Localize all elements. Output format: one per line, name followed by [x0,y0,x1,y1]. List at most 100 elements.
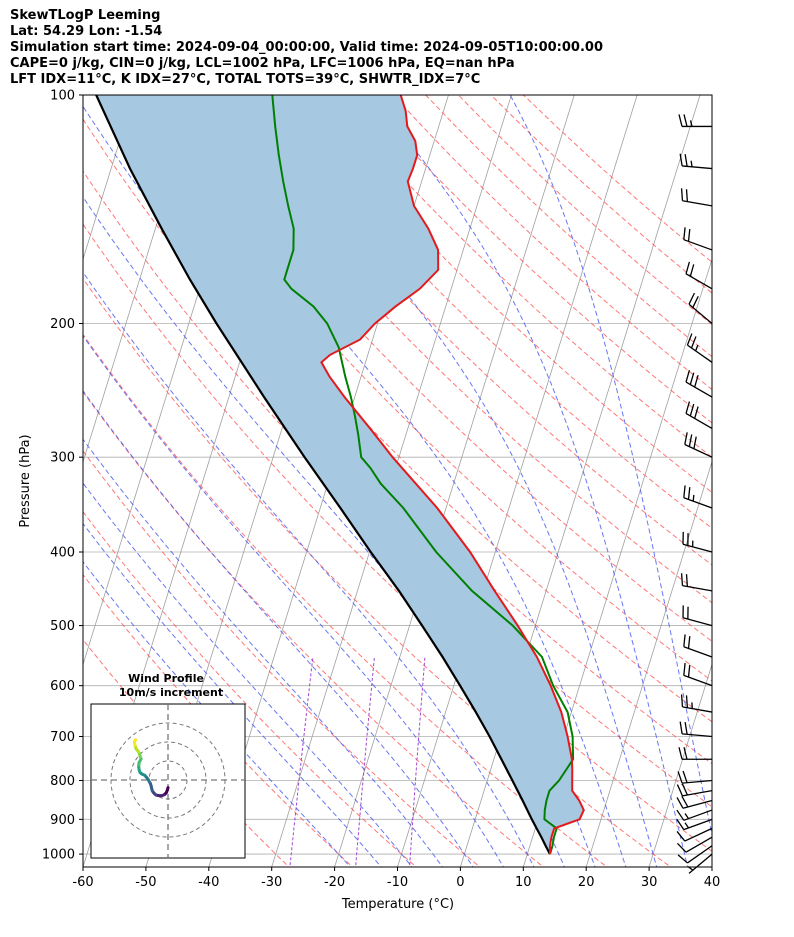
hodograph-segment [133,738,138,742]
y-tick-label: 900 [50,813,75,828]
wind-barb-flag [688,434,693,447]
moist-adiabat-line [83,482,413,867]
isotherm-line [585,460,712,867]
wind-barb-flag [693,436,697,449]
wind-barb-flag [678,114,683,127]
dry-adiabat-line [83,450,481,867]
x-tick-label: -50 [135,875,156,890]
wind-barb-half-flag [687,865,694,871]
wind-barb-flag [692,296,699,308]
x-axis-label: Temperature (°C) [341,897,454,912]
wind-barb-flag [676,818,685,830]
dry-adiabat-line [83,118,712,765]
dry-adiabat-line [425,95,712,358]
wind-barb-flag [683,634,686,647]
wind-barb-flag [677,771,683,784]
wind-barb [676,809,713,821]
wind-barb-staff [687,845,713,864]
isotherm-line [0,95,71,867]
dry-adiabat-line [392,95,712,391]
y-axis-label: Pressure (hPa) [18,434,33,527]
x-tick-label: -60 [72,875,93,890]
axes: Temperature (°C) Pressure (hPa) -60 -50 -4… [18,89,720,913]
wind-barb [676,836,713,853]
wind-barb-flag [679,721,683,734]
wind-barb-flag [676,809,685,821]
wind-barb-flag [690,336,697,349]
wind-barb-flag [681,795,689,808]
y-tick-label: 600 [50,679,75,694]
moist-adiabat-line [509,95,712,838]
isotherm-line [711,865,712,867]
dry-adiabat-line [83,511,417,867]
parcel-line [95,95,551,855]
moist-adiabat-line [83,389,474,867]
hodograph-title: Wind Profile [128,672,204,685]
isotherm-line [0,95,8,867]
wind-barb-staff [683,818,713,831]
x-tick-label: 40 [704,875,721,890]
x-tick-label: 20 [578,875,595,890]
wind-barb [685,261,713,290]
wind-barb-flag [676,842,687,853]
wind-barb-flag [676,797,684,809]
wind-barb-half-flag [689,120,693,127]
wind-barb-staff [684,827,713,842]
wind-barb [683,227,713,251]
wind-barb-flag [686,333,693,346]
wind-barb-flag [680,573,684,586]
dry-adiabat-line [99,95,712,723]
wind-barb [683,663,713,687]
isotherm-line [83,95,198,464]
wind-barb-flag [687,229,691,242]
dry-adiabat-line [83,277,672,867]
dry-adiabat-line [83,391,545,867]
wind-barb-flag [683,114,688,127]
moist-adiabat-line [83,335,505,867]
wind-barb [679,721,713,738]
x-tick-label: -10 [387,875,408,890]
dry-adiabat-line [360,95,712,424]
dry-adiabat-line [229,95,712,566]
cape-shading [96,95,584,855]
wind-barb-flag [684,154,688,167]
wind-barb-flag [687,636,691,649]
wind-barb [680,694,713,713]
wind-barb [683,485,713,509]
wind-barb-flag [684,721,688,735]
wind-barb [679,153,713,170]
wind-barb-staff [685,836,713,853]
moist-adiabat-line [83,522,382,867]
wind-barb-flag [685,189,689,202]
wind-barb-flag [685,695,689,708]
wind-barb-flag [685,574,689,587]
wind-barb-flag [678,747,683,760]
y-tick-label: 100 [50,89,75,104]
y-tick-label: 700 [50,730,75,745]
wind-barb [677,845,713,864]
x-tick-label: -40 [198,875,219,890]
profiles [95,95,585,855]
isotherm-line [648,663,712,867]
wind-barb-half-flag [692,494,695,502]
isotherm-line [83,95,135,261]
wind-barb-flag [688,292,696,305]
title-line-3: Simulation start time: 2024-09-04_00:00:… [10,40,603,55]
wind-barb-flag [685,369,691,383]
mixing-ratio-line [355,656,375,867]
dry-adiabat-line [164,95,712,642]
hodograph-inset: Wind Profile 10m/s increment [90,672,246,859]
wind-barb-half-flag [690,160,693,167]
title-line-4: CAPE=0 j/kg, CIN=0 j/kg, LCL=1002 hPa, L… [10,56,515,71]
wind-barb-flag [683,485,686,498]
wind-barb [688,292,713,325]
wind-barb [685,369,713,398]
wind-barb-flag [689,264,695,277]
x-tick-label: 30 [641,875,658,890]
dewpoint-line [271,95,575,855]
title-line-1: SkewTLogP Leeming [10,8,161,23]
wind-barb [686,333,713,363]
isotherm-line [397,95,638,867]
wind-barb [676,783,713,797]
